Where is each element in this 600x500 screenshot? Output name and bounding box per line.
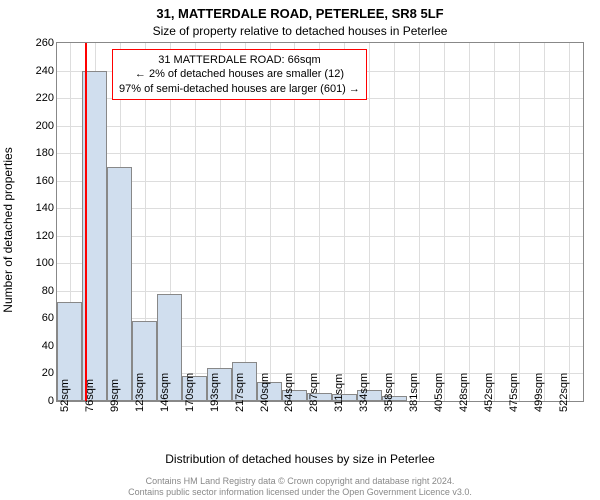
gridline-v	[469, 43, 470, 401]
y-tick-label: 260	[24, 37, 54, 49]
annotation-line1: 31 MATTERDALE ROAD: 66sqm	[119, 53, 360, 67]
annotation-line2: ← 2% of detached houses are smaller (12)	[119, 67, 360, 81]
y-tick-label: 120	[24, 230, 54, 242]
gridline-h	[57, 208, 583, 209]
gridline-h	[57, 318, 583, 319]
y-tick-label: 100	[24, 257, 54, 269]
chart-container: 31, MATTERDALE ROAD, PETERLEE, SR8 5LF S…	[0, 0, 600, 500]
gridline-v	[569, 43, 570, 401]
gridline-h	[57, 291, 583, 292]
gridline-v	[419, 43, 420, 401]
gridline-h	[57, 236, 583, 237]
y-tick-label: 200	[24, 120, 54, 132]
y-tick-label: 20	[24, 367, 54, 379]
annotation-line3: 97% of semi-detached houses are larger (…	[119, 82, 360, 96]
reference-line	[85, 43, 87, 401]
y-tick-label: 240	[24, 65, 54, 77]
y-tick-label: 0	[24, 395, 54, 407]
histogram-bar	[107, 167, 132, 401]
gridline-v	[544, 43, 545, 401]
y-tick-label: 80	[24, 285, 54, 297]
y-tick-label: 140	[24, 202, 54, 214]
footer-line2: Contains public sector information licen…	[0, 487, 600, 498]
plot-area: 31 MATTERDALE ROAD: 66sqm ← 2% of detach…	[56, 42, 584, 402]
x-axis-label: Distribution of detached houses by size …	[0, 452, 600, 466]
footer-attribution: Contains HM Land Registry data © Crown c…	[0, 476, 600, 498]
annotation-box: 31 MATTERDALE ROAD: 66sqm ← 2% of detach…	[112, 49, 367, 100]
gridline-v	[519, 43, 520, 401]
chart-title-address: 31, MATTERDALE ROAD, PETERLEE, SR8 5LF	[0, 6, 600, 21]
gridline-h	[57, 153, 583, 154]
footer-line1: Contains HM Land Registry data © Crown c…	[0, 476, 600, 487]
chart-title-subtitle: Size of property relative to detached ho…	[0, 24, 600, 38]
y-tick-label: 180	[24, 147, 54, 159]
gridline-h	[57, 126, 583, 127]
gridline-h	[57, 263, 583, 264]
y-tick-label: 220	[24, 92, 54, 104]
gridline-v	[494, 43, 495, 401]
gridline-v	[444, 43, 445, 401]
y-tick-label: 40	[24, 340, 54, 352]
y-tick-label: 160	[24, 175, 54, 187]
gridline-h	[57, 181, 583, 182]
y-tick-label: 60	[24, 312, 54, 324]
gridline-v	[369, 43, 370, 401]
y-axis-label: Number of detached properties	[1, 147, 15, 312]
gridline-v	[394, 43, 395, 401]
